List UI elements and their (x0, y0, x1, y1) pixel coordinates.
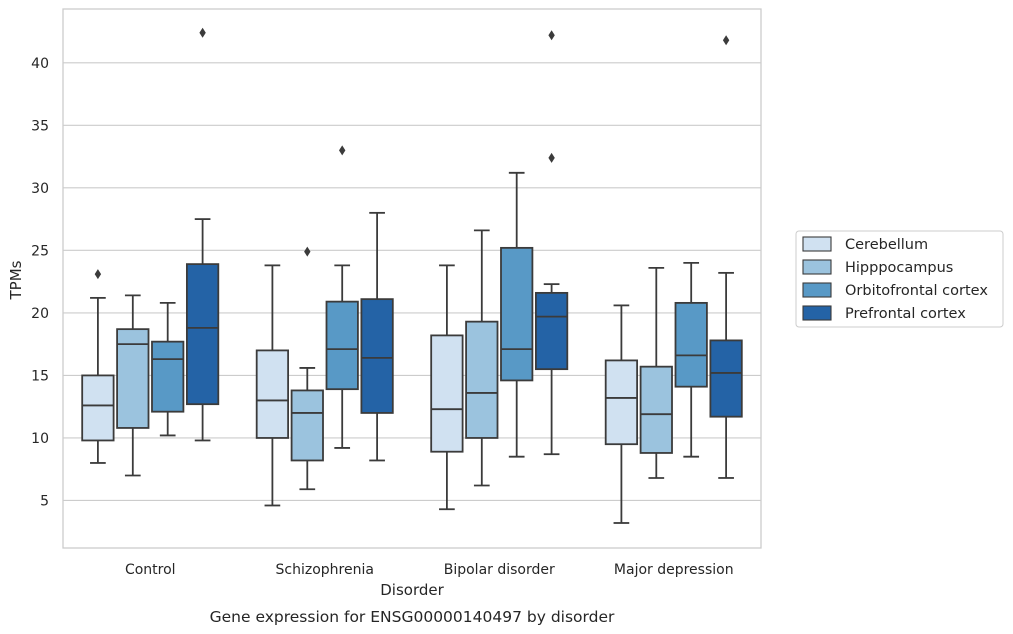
legend-item: Hipppocampus (802, 259, 953, 276)
x-tick-label: Major depression (614, 562, 734, 578)
legend-label: Orbitofrontal cortex (845, 283, 988, 299)
box-0-0 (81, 269, 115, 464)
figure-caption: Gene expression for ENSG00000140497 by d… (210, 608, 615, 626)
legend-swatch (802, 259, 832, 275)
iqr-box (360, 298, 394, 414)
iqr-box (81, 374, 115, 442)
y-tick-label: 10 (31, 431, 49, 447)
legend-item: Orbitofrontal cortex (802, 282, 988, 299)
legend-item: Cerebellum (802, 236, 928, 253)
iqr-box (674, 301, 708, 388)
legend-frame (795, 230, 1004, 328)
legend-swatch (802, 236, 832, 252)
legend-label: Prefrontal cortex (845, 306, 966, 322)
box-3-1 (639, 266, 673, 479)
iqr-box (465, 320, 499, 439)
boxes (81, 27, 743, 524)
outlier-point (722, 35, 730, 46)
x-tick-label: Control (125, 562, 176, 578)
x-tick-label: Schizophrenia (276, 562, 374, 578)
legend: Cerebellum Hipppocampus Orbitofrontal cort… (795, 230, 1004, 328)
legend-swatch (802, 305, 832, 321)
x-tick-label: Bipolar disorder (444, 562, 555, 578)
iqr-box (430, 334, 464, 453)
box-0-2 (151, 301, 185, 437)
iqr-box (325, 300, 359, 391)
legend-swatch (802, 282, 832, 298)
y-tick-label: 20 (31, 306, 49, 322)
box-0-1 (116, 294, 150, 477)
box-2-1 (465, 229, 499, 487)
iqr-box (604, 359, 639, 446)
outlier-point (548, 152, 555, 163)
box-2-3 (534, 30, 569, 456)
iqr-box (639, 365, 673, 454)
box-1-0 (255, 264, 290, 507)
box-2-0 (430, 264, 464, 511)
iqr-box (500, 246, 534, 382)
legend-item: Prefrontal cortex (802, 305, 966, 322)
y-tick-labels: 5 10 15 20 25 30 35 40 (31, 56, 49, 510)
box-3-2 (674, 261, 708, 458)
outlier-point (548, 30, 555, 41)
box-1-3 (360, 211, 394, 462)
iqr-box (534, 291, 569, 371)
plot-frame (62, 8, 762, 549)
x-axis-label: Disorder (380, 581, 444, 599)
box-0-3 (185, 27, 220, 442)
box-2-2 (500, 171, 534, 458)
iqr-box (185, 263, 220, 406)
outlier-point (94, 269, 102, 280)
y-tick-label: 30 (31, 181, 49, 197)
box-1-2 (325, 145, 359, 449)
y-tick-label: 15 (31, 368, 49, 384)
x-tick-labels: Control Schizophrenia Bipolar disorder Majo… (125, 562, 734, 578)
iqr-box (116, 328, 150, 429)
y-axis-label: TPMs (7, 260, 25, 300)
legend-label: Hipppocampus (845, 260, 953, 276)
plot-area (63, 9, 761, 548)
box-3-3 (709, 35, 743, 479)
legend-label: Cerebellum (845, 237, 928, 253)
y-tick-label: 5 (40, 493, 49, 509)
iqr-box (290, 389, 324, 462)
outlier-point (199, 27, 206, 38)
iqr-box (709, 339, 743, 418)
box-3-0 (604, 304, 639, 524)
box-1-1 (290, 246, 324, 491)
outlier-point (304, 246, 311, 257)
y-tick-label: 25 (31, 243, 49, 259)
iqr-box (151, 340, 185, 413)
iqr-box (255, 349, 290, 439)
y-tick-label: 35 (31, 118, 49, 134)
y-tick-label: 40 (31, 56, 49, 72)
outlier-point (339, 145, 346, 156)
